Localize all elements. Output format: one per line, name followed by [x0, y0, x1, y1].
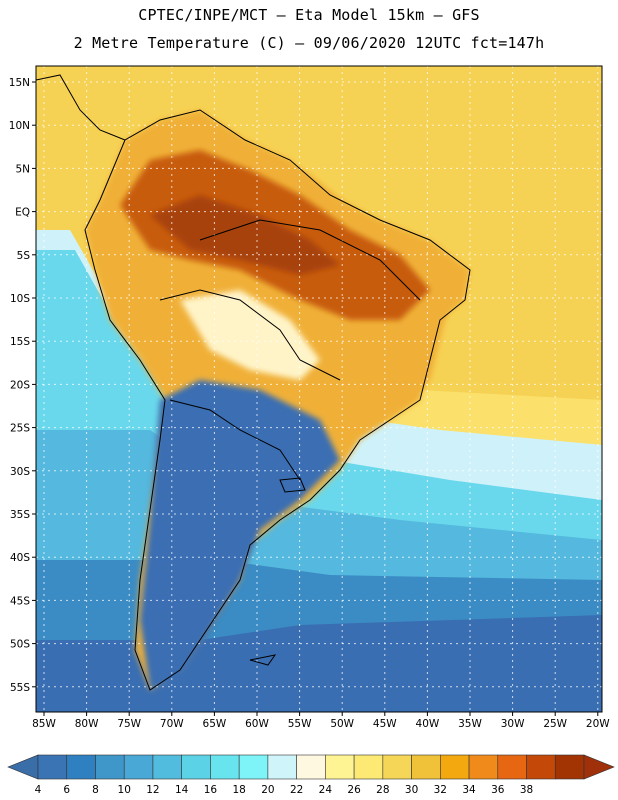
- lat-label: 40S: [10, 552, 30, 564]
- colorbar-label: 22: [290, 784, 303, 796]
- lon-label: 80W: [75, 718, 99, 730]
- colorbar-swatch: [238, 754, 269, 780]
- lon-label: 60W: [245, 718, 269, 730]
- colorbar-label: 12: [146, 784, 159, 796]
- colorbar-label: 8: [92, 784, 99, 796]
- lon-label: 65W: [203, 718, 227, 730]
- lat-label: EQ: [15, 207, 30, 219]
- lat-label: 25S: [10, 423, 30, 435]
- colorbar-swatch: [468, 754, 499, 780]
- colorbar-label: 28: [376, 784, 389, 796]
- lon-label: 85W: [32, 718, 56, 730]
- lat-label: 50S: [10, 639, 30, 651]
- colorbar-label: 34: [462, 784, 476, 796]
- map-field: [36, 66, 602, 712]
- colorbar-swatch: [382, 754, 412, 780]
- ocean-far-south-band: [36, 615, 602, 712]
- lat-label: 5S: [17, 250, 31, 262]
- colorbar-label: 14: [175, 784, 189, 796]
- lon-label: 20W: [586, 718, 610, 730]
- colorbar-label: 20: [261, 784, 274, 796]
- colorbar-swatch: [440, 754, 470, 780]
- colorbar-label: 26: [347, 784, 361, 796]
- colorbar-label: 36: [491, 784, 505, 796]
- colorbar-swatch: [66, 754, 96, 780]
- lon-label: 75W: [117, 718, 141, 730]
- colorbar-swatch: [123, 754, 154, 780]
- lat-label: 35S: [10, 509, 30, 521]
- colorbar-label: 6: [63, 784, 70, 796]
- lon-label: 35W: [458, 718, 482, 730]
- colorbar-label: 10: [118, 784, 131, 796]
- longitude-labels: 85W 80W 75W 70W 65W 60W 55W 50W 45W 40W 35W 30W 25W 2…: [32, 712, 610, 730]
- colorbar-swatch: [152, 754, 182, 780]
- colorbar-label: 16: [204, 784, 218, 796]
- lat-label: 45S: [10, 595, 30, 607]
- lon-label: 50W: [330, 718, 354, 730]
- lon-label: 40W: [416, 718, 440, 730]
- colorbar-swatch: [411, 754, 441, 780]
- colorbar-right-arrow: [583, 754, 615, 780]
- lat-label: 10S: [10, 293, 30, 305]
- lon-label: 45W: [373, 718, 397, 730]
- colorbar-swatch: [95, 754, 125, 780]
- colorbar-swatch: [181, 754, 211, 780]
- colorbar-label: 32: [434, 784, 447, 796]
- lat-label: 15N: [9, 77, 30, 89]
- colorbar-label: 38: [520, 784, 533, 796]
- lat-label: 55S: [10, 682, 30, 694]
- lat-label: 30S: [10, 466, 30, 478]
- color-scale-bar: 4 6 8 10 12 14 16 18 20 22 24 26 28 30 32 34 36 38: [7, 754, 615, 796]
- lon-label: 55W: [288, 718, 312, 730]
- colorbar-swatch: [267, 754, 297, 780]
- colorbar-swatch: [210, 754, 240, 780]
- lat-label: 5N: [15, 163, 30, 175]
- colorbar-label: 30: [405, 784, 418, 796]
- lon-label: 30W: [501, 718, 525, 730]
- colorbar-swatch: [37, 754, 68, 780]
- colorbar-swatch: [353, 754, 384, 780]
- map-title: CPTEC/INPE/MCT – Eta Model 15km – GFS: [138, 6, 480, 24]
- land-very-hot-core: [150, 195, 340, 275]
- lon-label: 25W: [543, 718, 567, 730]
- map-subtitle: 2 Metre Temperature (C) – 09/06/2020 12U…: [73, 34, 545, 52]
- colorbar-swatch: [325, 754, 355, 780]
- latitude-labels: 15N 10N 5N EQ 5S 10S 15S 20S 25S 30S 35S 40S 45S 50S 5…: [9, 77, 36, 694]
- coastline: [36, 74, 471, 691]
- lat-label: 20S: [10, 379, 30, 391]
- colorbar-swatch: [526, 754, 556, 780]
- lat-label: 15S: [10, 336, 30, 348]
- map-frame: [35, 65, 603, 713]
- lon-label: 70W: [160, 718, 184, 730]
- colorbar-swatch: [296, 754, 326, 780]
- colorbar-swatch: [497, 754, 527, 780]
- lat-label: 10N: [9, 120, 30, 132]
- colorbar-label: 24: [319, 784, 333, 796]
- colorbar-swatch: [554, 754, 585, 780]
- graticule: [36, 66, 602, 712]
- colorbar-left-arrow: [7, 754, 39, 780]
- colorbar-label: 18: [232, 784, 245, 796]
- land-mild-region: [180, 290, 320, 380]
- colorbar-label: 4: [35, 784, 42, 796]
- land-cool-region: [140, 380, 340, 690]
